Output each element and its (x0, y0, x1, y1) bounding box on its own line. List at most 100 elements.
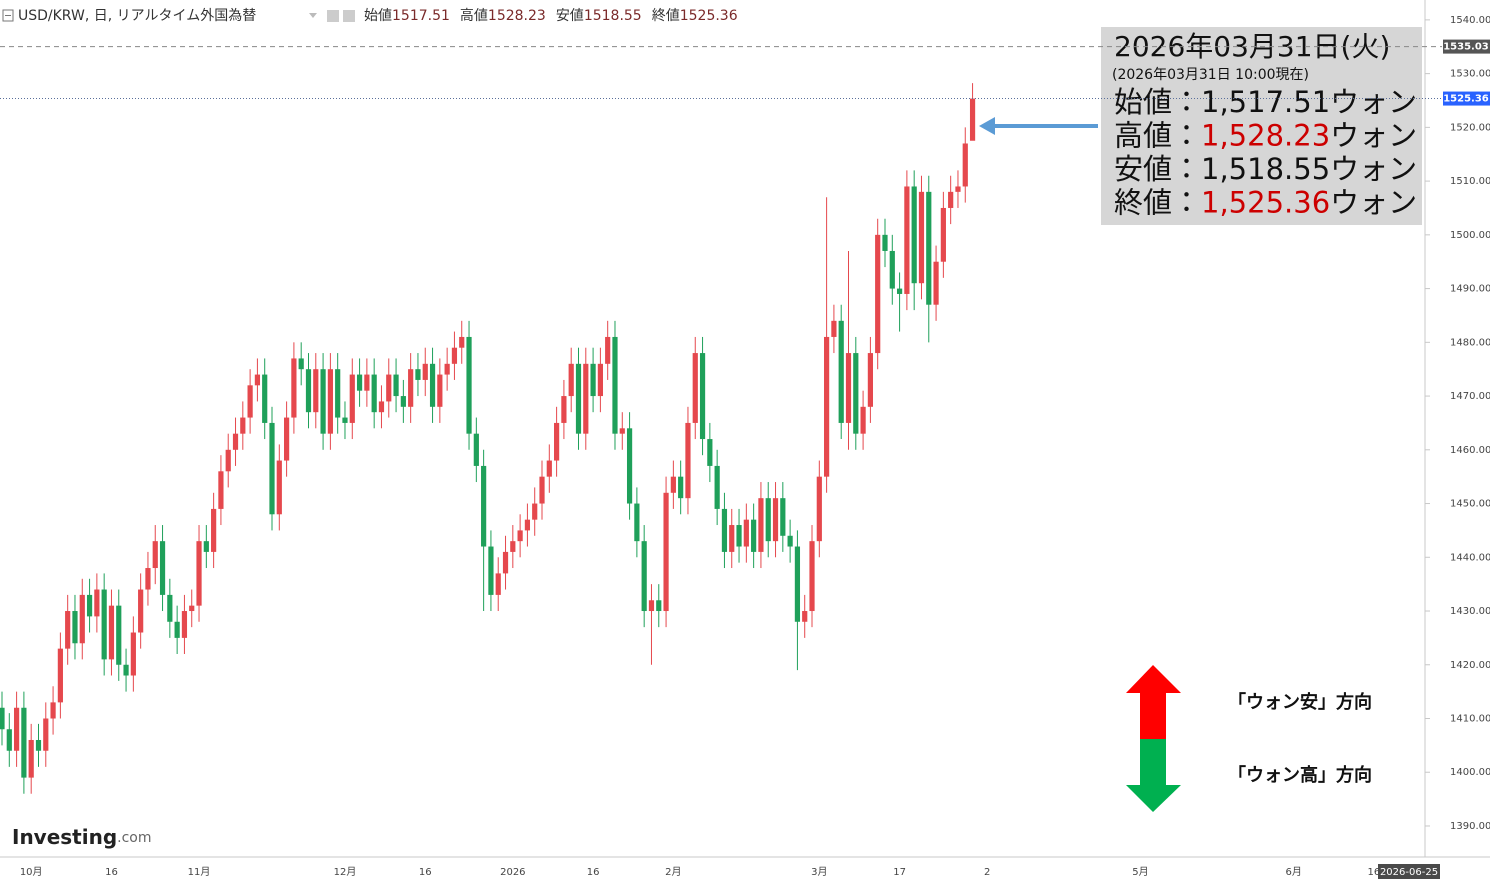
candle-body (546, 460, 552, 477)
candle-body (736, 525, 742, 547)
info-row: 始値：1,517.51ウォン (1114, 85, 1417, 119)
candle-body (729, 525, 735, 552)
candle-body (787, 535, 793, 547)
y-tick-label: 1510.00 (1450, 176, 1490, 187)
ohlc-label: 始値 (364, 8, 392, 24)
x-tick-label: 17 (893, 867, 906, 878)
candle-body (28, 739, 34, 778)
x-tick-label: 16 (419, 867, 432, 878)
down-label: 「ウォン高」方向 (1228, 764, 1372, 786)
candle-body (86, 594, 93, 617)
header-values: 始値1517.51 高値1528.23 安値1518.55 終値1525.36 (364, 7, 738, 24)
candle-body (532, 503, 538, 520)
candle-body (926, 191, 932, 305)
candle-body (758, 498, 764, 552)
candle-body (159, 541, 166, 595)
up-arrow (1126, 665, 1181, 739)
candle-body (203, 541, 209, 552)
candle-body (189, 605, 195, 612)
candle-body (196, 541, 202, 606)
y-tick-label: 1480.00 (1450, 337, 1490, 348)
x-tick-label: 6月 (1285, 866, 1301, 878)
candle-body (429, 363, 436, 407)
candles (0, 83, 976, 794)
candle-body (108, 605, 115, 660)
candle-body (298, 358, 304, 370)
candle-body (510, 541, 516, 552)
candle-body (853, 353, 859, 434)
reference-label: 1535.03 (1443, 42, 1489, 53)
y-tick-label: 1500.00 (1450, 230, 1490, 241)
candle-body (305, 369, 312, 413)
candle-body (138, 589, 144, 633)
y-tick-label: 1400.00 (1450, 767, 1490, 778)
x-tick-label: 16 (1368, 867, 1381, 878)
candle-body (867, 353, 873, 407)
info-label: 終値： (1114, 186, 1201, 220)
candle-body (824, 336, 830, 477)
candle-body (451, 347, 458, 364)
candle-body (524, 519, 531, 531)
settings-icon[interactable] (343, 10, 355, 22)
x-tick-label: 16 (105, 867, 118, 878)
ohlc-value: 1525.36 (680, 8, 738, 24)
candle-body (845, 353, 852, 423)
candle-body (320, 369, 326, 434)
candle-body (50, 702, 56, 719)
x-tick-label: 3月 (811, 866, 827, 878)
info-value: 1,518.55 (1201, 152, 1330, 186)
candle-body (765, 498, 771, 542)
candle-body (612, 336, 618, 434)
info-row: 安値：1,518.55ウォン (1114, 152, 1417, 186)
eye-icon[interactable] (327, 10, 339, 22)
logo: Investing.com (12, 825, 152, 849)
y-tick-label: 1540.00 (1450, 15, 1490, 26)
candle-body (35, 739, 42, 751)
candle-body (597, 363, 603, 397)
candle-body (232, 433, 239, 450)
y-tick-label: 1460.00 (1450, 445, 1490, 456)
candle-body (743, 519, 749, 547)
header-ohlc: 始値1517.51 高値1528.23 安値1518.55 終値1525.36 (364, 7, 738, 24)
candle-body (262, 374, 268, 423)
candle-body (751, 519, 757, 552)
candle-body (459, 336, 465, 348)
candle-body (583, 363, 589, 434)
candle-body (43, 718, 49, 751)
candle-body (422, 363, 428, 380)
info-rows: 始値：1,517.51ウォン高値：1,528.23ウォン安値：1,518.55ウ… (1114, 85, 1417, 220)
reference-label-bg (1443, 91, 1490, 106)
ohlc-label: 安値 (556, 8, 584, 24)
dropdown-icon[interactable] (309, 13, 317, 18)
collapse-icon[interactable] (2, 9, 14, 22)
candle-body (386, 374, 392, 402)
candle-body (692, 353, 698, 423)
candle-body (648, 600, 655, 612)
info-unit: ウォン (1330, 119, 1417, 153)
ohlc-value: 1518.55 (584, 8, 642, 24)
candle-body (882, 234, 888, 251)
logo-suffix: .com (117, 830, 151, 846)
candle-body (590, 363, 596, 397)
ohlc-value: 1517.51 (392, 8, 450, 24)
candle-body (13, 707, 20, 751)
y-tick-label: 1520.00 (1450, 122, 1490, 133)
candle-body (65, 611, 71, 649)
candle-body (276, 460, 282, 515)
y-tick-label: 1420.00 (1450, 660, 1490, 671)
candle-body (342, 417, 348, 423)
candle-body (145, 568, 151, 590)
candle-body (685, 422, 691, 499)
candle-body (72, 611, 78, 644)
candle-body (502, 551, 509, 574)
candle-body (240, 417, 246, 434)
reference-label-bg (1443, 39, 1490, 54)
candle-body (831, 320, 837, 337)
candle-body (335, 369, 341, 418)
candle-body (663, 492, 669, 612)
candle-body (626, 428, 633, 504)
candle-body (181, 611, 188, 638)
candle-body (517, 530, 523, 542)
candle-body (969, 98, 976, 141)
